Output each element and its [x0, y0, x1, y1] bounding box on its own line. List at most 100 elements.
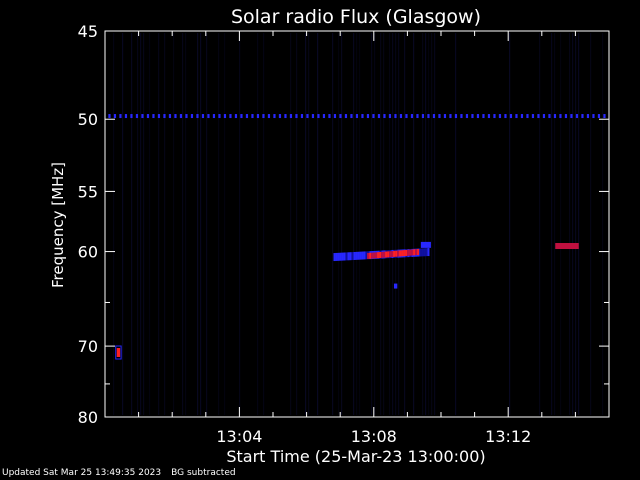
burst-pixel [359, 251, 362, 260]
band-pixel [355, 114, 359, 119]
y-tick-label: 80 [78, 408, 98, 427]
noise-streak [341, 33, 343, 415]
burst-core-pixel [367, 252, 370, 259]
x-tick-label: 13:08 [351, 427, 397, 446]
burst-core-pixel [411, 249, 414, 256]
burst-core-pixel [389, 251, 392, 258]
band-pixel [229, 114, 232, 119]
band-pixel [267, 114, 271, 119]
band-pixel [306, 114, 309, 119]
band-pixel [201, 114, 205, 119]
noise-streak [290, 33, 292, 415]
y-tick-label: 45 [78, 22, 98, 41]
band-pixel [416, 114, 419, 119]
burst-core-pixel [401, 250, 404, 257]
band-pixel [317, 114, 320, 119]
band-pixel [185, 114, 188, 119]
burst-core-pixel [373, 252, 376, 259]
noise-streak [131, 33, 133, 415]
noise-streak [197, 33, 199, 415]
band-pixel [399, 114, 403, 119]
band-pixel [482, 114, 485, 119]
noise-streak [143, 33, 145, 415]
noise-streak [308, 33, 310, 415]
burst-pixel [361, 251, 364, 260]
band-pixel [471, 114, 474, 119]
burst-core-pixel [377, 252, 380, 259]
bg-subtracted-note: BG subtracted [171, 468, 236, 478]
noise-streak [353, 33, 355, 415]
band-pixel [245, 114, 249, 119]
band-pixel [586, 114, 590, 119]
noise-streak [422, 33, 424, 415]
noise-streak [398, 33, 400, 415]
feature-early-spot [115, 345, 122, 360]
band-pixel [383, 114, 386, 119]
speck-mark [393, 283, 398, 289]
band-pixel [432, 114, 436, 119]
burst-pixel [345, 252, 348, 261]
band-pixel [597, 114, 601, 119]
band-pixel [361, 114, 364, 119]
noise-streak [425, 33, 427, 415]
plot-frame [104, 30, 610, 418]
burst-core-pixel [395, 250, 398, 257]
burst-core-pixel [391, 251, 394, 258]
y-axis: 45 50 55 60 70 80 [78, 22, 609, 427]
burst-core-pixel [409, 249, 412, 256]
burst-core-pixel [385, 251, 388, 258]
noise-streak [149, 33, 151, 415]
band-pixel [564, 114, 568, 119]
band-pixel [119, 114, 122, 119]
burst-pixel [357, 251, 360, 260]
x-tick-label: 13:04 [216, 427, 262, 446]
band-pixel [300, 114, 304, 119]
noise-streak [185, 33, 187, 415]
noise-streak [182, 33, 184, 415]
noise-streak [404, 33, 406, 415]
burst-pixel [425, 248, 428, 257]
noise-streak [575, 33, 577, 415]
early-spot-mark [116, 348, 121, 358]
burst-pixel [335, 252, 338, 261]
burst-pixel [349, 252, 352, 261]
band-pixel [223, 114, 227, 119]
x-axis-label: Start Time (25-Mar-23 13:00:00) [226, 447, 485, 466]
band-pixel [454, 114, 458, 119]
burst-pixel [419, 248, 422, 257]
noise-streak [137, 33, 139, 415]
noise-streak [218, 33, 220, 415]
band-pixel [295, 114, 298, 119]
band-pixel [146, 114, 150, 119]
y-tick-label: 60 [78, 243, 98, 262]
noise-streak [140, 33, 142, 415]
burst-right-mark [420, 241, 431, 248]
burst-pixel [427, 248, 430, 257]
band-pixel [273, 114, 276, 119]
noise-streak [560, 33, 562, 415]
band-pixel [207, 114, 210, 119]
band-pixel [163, 114, 166, 119]
band-pixel [344, 114, 348, 119]
band-pixel [168, 114, 172, 119]
noise-streak [338, 33, 340, 415]
band-pixel [427, 114, 430, 119]
noise-streak [509, 33, 511, 415]
burst-core-pixel [375, 252, 378, 259]
band-pixel [212, 114, 216, 119]
noise-streak [434, 33, 436, 415]
feature-speck [393, 283, 398, 289]
noise-streak [395, 33, 397, 415]
feature-late-spot [555, 243, 579, 250]
noise-streak [173, 33, 175, 415]
noise-streak [572, 33, 574, 415]
band-pixel [251, 114, 254, 119]
band-pixel [575, 114, 579, 119]
band-pixel [388, 114, 392, 119]
noise-streak [263, 33, 265, 415]
band-pixel [537, 114, 540, 119]
burst-core-pixel [379, 252, 382, 259]
band-pixel [498, 114, 502, 119]
band-pixel [493, 114, 496, 119]
